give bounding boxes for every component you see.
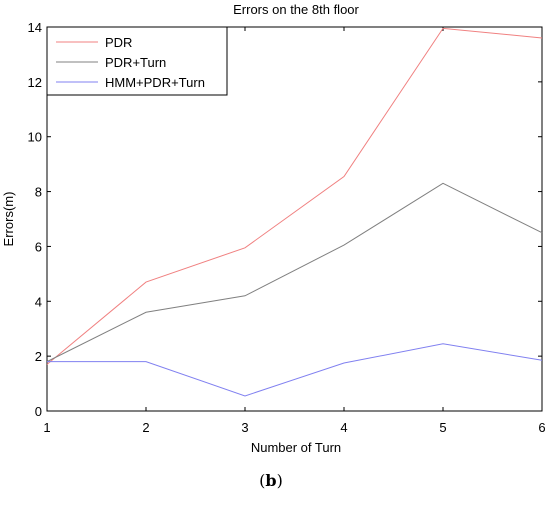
y-tick-label: 14 [28,20,42,35]
legend-label: HMM+PDR+Turn [105,75,205,90]
legend-label: PDR [105,35,132,50]
legend-box [46,26,228,96]
series-line-1 [46,182,543,363]
x-tick-label: 1 [43,420,50,435]
x-tick-label: 2 [142,420,149,435]
y-tick-label: 8 [35,185,42,200]
series-line-0 [46,27,543,365]
x-tick-label: 3 [241,420,248,435]
legend: PDR PDR+Turn HMM+PDR+Turn [46,26,228,96]
y-tick-label: 4 [35,294,42,309]
y-axis: 0 2 4 6 8 10 12 14 [28,20,542,419]
caption-open-paren: ( [259,471,265,490]
figure-caption: (b) [259,471,283,490]
series-line-2 [47,343,543,397]
caption-letter: b [265,471,276,490]
y-tick-label: 12 [28,75,42,90]
series-lines [46,27,543,397]
caption-close-paren: ) [277,471,283,490]
legend-label: PDR+Turn [105,55,166,70]
x-axis-title: Number of Turn [251,440,341,455]
y-axis-title: Errors(m) [1,192,16,247]
x-tick-label: 4 [340,420,347,435]
y-tick-label: 0 [35,404,42,419]
y-tick-label: 2 [35,349,42,364]
y-tick-label: 10 [28,130,42,145]
x-tick-label: 6 [538,420,545,435]
y-tick-label: 6 [35,239,42,254]
chart-title: Errors on the 8th floor [233,2,359,17]
x-tick-label: 5 [439,420,446,435]
